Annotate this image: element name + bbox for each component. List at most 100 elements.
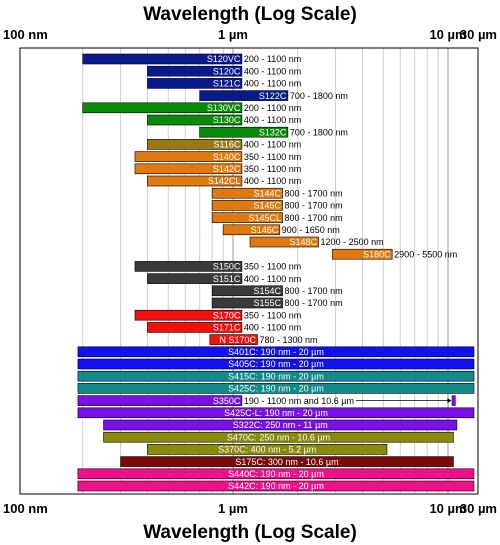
bottom-tick-label: 1 µm bbox=[218, 501, 248, 516]
top-tick-label: 30 µm bbox=[460, 27, 497, 42]
bar-label: S116C bbox=[214, 140, 241, 150]
bar bbox=[120, 456, 454, 467]
bar bbox=[77, 468, 475, 480]
bar-label: S144C bbox=[254, 188, 282, 198]
bar bbox=[332, 248, 393, 260]
bar bbox=[82, 53, 243, 65]
bar-label: S142CL bbox=[208, 176, 241, 186]
bar bbox=[82, 102, 243, 114]
top-tick-label: 10 µm bbox=[429, 27, 466, 42]
bar bbox=[222, 224, 281, 236]
bar bbox=[147, 65, 243, 77]
bar bbox=[199, 126, 289, 138]
range-label: 200 - 1100 nm bbox=[244, 103, 301, 113]
bar-label: S170C bbox=[213, 310, 241, 320]
bar-label: S120C bbox=[213, 66, 241, 76]
bar-label: S370C: 400 nm - 5.2 µm bbox=[218, 445, 316, 455]
plot-frame bbox=[19, 47, 479, 495]
bar-label: S146C bbox=[251, 225, 279, 235]
range-label: 800 - 1700 nm bbox=[285, 188, 343, 198]
bar-label: S322C: 250 nm - 11 µm bbox=[233, 420, 328, 430]
bar bbox=[211, 187, 283, 199]
bottom-axis-title: Wavelength (Log Scale) bbox=[143, 522, 357, 543]
bar bbox=[211, 212, 283, 223]
bar-label: S442C: 190 nm - 20 µm bbox=[228, 481, 324, 491]
bar bbox=[103, 419, 458, 431]
bar bbox=[103, 431, 454, 443]
bar bbox=[147, 273, 243, 284]
bottom-tick-label: 30 µm bbox=[460, 501, 497, 516]
range-label: 780 - 1300 nm bbox=[259, 335, 317, 345]
bar-label: S121C bbox=[213, 79, 241, 89]
range-label: 2900 - 5500 nm bbox=[394, 249, 457, 259]
range-label: 700 - 1800 nm bbox=[290, 127, 348, 137]
bar bbox=[77, 383, 475, 394]
range-label: 350 - 1100 nm bbox=[244, 164, 301, 174]
bar bbox=[147, 139, 243, 150]
extra-mark bbox=[451, 395, 456, 406]
range-label: 800 - 1700 nm bbox=[285, 213, 343, 223]
bar bbox=[199, 90, 289, 101]
range-label: 700 - 1800 nm bbox=[290, 91, 348, 101]
bar bbox=[147, 444, 388, 455]
range-label: 400 - 1100 nm bbox=[244, 323, 301, 333]
range-label: 400 - 1100 nm bbox=[244, 140, 301, 150]
bar bbox=[77, 395, 243, 406]
bar-label: S150C bbox=[213, 262, 241, 272]
top-tick-label: 1 µm bbox=[218, 27, 248, 42]
bar-label: S140C bbox=[213, 152, 241, 162]
bar bbox=[134, 151, 243, 162]
bar bbox=[147, 322, 243, 333]
bar-label: S425C: 190 nm - 20 µm bbox=[228, 384, 324, 394]
range-label: 350 - 1100 nm bbox=[244, 152, 301, 162]
bar-label: N S170C bbox=[219, 335, 256, 345]
bar-label: S470C: 250 nm - 10.6 µm bbox=[227, 432, 330, 442]
bar-label: S155C bbox=[254, 298, 282, 308]
range-label: 350 - 1100 nm bbox=[244, 310, 301, 320]
bar bbox=[77, 407, 475, 419]
bar bbox=[211, 285, 283, 297]
bar-label: S171C bbox=[213, 323, 241, 333]
bar bbox=[249, 236, 319, 248]
bar-label: S350C bbox=[213, 396, 241, 406]
bar bbox=[147, 78, 243, 89]
range-label: 190 - 1100 nm and 10.6 µm bbox=[244, 396, 354, 406]
range-label: 400 - 1100 nm bbox=[244, 66, 301, 76]
bar-label: S130C bbox=[213, 115, 241, 125]
bar-label: S415C: 190 nm - 20 µm bbox=[228, 371, 324, 381]
bar bbox=[77, 480, 475, 492]
bar-label: S154C bbox=[254, 286, 282, 296]
range-label: 400 - 1100 nm bbox=[244, 274, 301, 284]
bar-label: S142C bbox=[213, 164, 241, 174]
range-label: 350 - 1100 nm bbox=[244, 262, 301, 272]
bar bbox=[209, 334, 258, 345]
bar bbox=[77, 358, 475, 370]
bar-label: S145C bbox=[254, 201, 282, 211]
bar-label: S180C bbox=[363, 249, 391, 259]
bar-label: S151C bbox=[213, 274, 241, 284]
bar bbox=[134, 163, 243, 175]
range-label: 400 - 1100 nm bbox=[244, 79, 301, 89]
bar bbox=[147, 114, 243, 126]
range-label: 800 - 1700 nm bbox=[285, 286, 343, 296]
bar-label: S405C: 190 nm - 20 µm bbox=[228, 359, 324, 369]
range-label: 400 - 1100 nm bbox=[244, 115, 301, 125]
top-tick-label: 100 nm bbox=[3, 27, 48, 42]
bar-label: S120VC bbox=[207, 54, 241, 64]
bar bbox=[134, 309, 243, 321]
bar bbox=[134, 261, 243, 272]
range-label: 800 - 1700 nm bbox=[285, 298, 343, 308]
range-label: 400 - 1100 nm bbox=[244, 176, 301, 186]
bar-label: S175C: 300 nm - 10.6 µm bbox=[235, 457, 338, 467]
bottom-tick-label: 10 µm bbox=[429, 501, 466, 516]
bottom-tick-label: 100 nm bbox=[3, 501, 48, 516]
range-label: 800 - 1700 nm bbox=[285, 201, 343, 211]
range-label: 1200 - 2500 nm bbox=[321, 237, 384, 247]
bar-label: S148C bbox=[290, 237, 318, 247]
bar bbox=[77, 346, 475, 358]
bar-label: S145CL bbox=[249, 213, 282, 223]
